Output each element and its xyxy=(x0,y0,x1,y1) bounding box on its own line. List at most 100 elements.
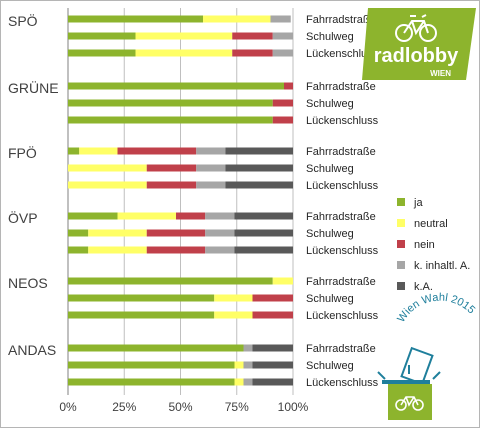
bar-segment xyxy=(79,147,118,155)
logo-background xyxy=(362,8,476,80)
bar-segment xyxy=(232,49,273,57)
bar-segment xyxy=(68,49,136,57)
party-label: FPÖ xyxy=(8,144,37,161)
row-label: Lückenschluss xyxy=(306,48,379,60)
logo-subtext: WIEN xyxy=(430,69,451,78)
row-label: Fahrradstraße xyxy=(306,343,376,355)
row-label: Fahrradstraße xyxy=(306,146,376,158)
bar-segment xyxy=(135,32,233,40)
row-label: Lückenschluss xyxy=(306,310,379,322)
bar-segment xyxy=(272,32,293,40)
bar-segment xyxy=(146,181,197,189)
legend-label: k.A. xyxy=(414,281,433,293)
row-label: Fahrradstraße xyxy=(306,14,376,26)
bar-segment xyxy=(234,212,293,220)
bar-segment xyxy=(68,294,215,302)
row-label: Schulweg xyxy=(306,31,354,43)
row-label: Lückenschluss xyxy=(306,245,379,257)
bar-segment xyxy=(272,99,293,107)
legend-swatch xyxy=(397,282,405,290)
bar-segment xyxy=(243,378,253,386)
bar-segment xyxy=(272,277,293,285)
bar-segment xyxy=(68,229,89,237)
row-label: Schulweg xyxy=(306,98,354,110)
radlobby-logo: radlobby WIEN xyxy=(362,8,476,80)
bar-segment xyxy=(284,82,293,90)
row-label: Lückenschluss xyxy=(306,180,379,192)
row-label: Schulweg xyxy=(306,228,354,240)
x-tick-label: 50% xyxy=(168,400,192,414)
bar-segment xyxy=(252,361,293,369)
bar-segment xyxy=(232,32,273,40)
bar-segment xyxy=(205,212,235,220)
row-label: Lückenschluss xyxy=(306,377,379,389)
bar-segment xyxy=(225,164,293,172)
party-label: NEOS xyxy=(8,275,48,291)
legend-label: neutral xyxy=(414,218,448,230)
legend-swatch xyxy=(397,261,405,269)
bar-segment xyxy=(135,49,233,57)
bar-segment xyxy=(68,164,147,172)
logo-text: radlobby xyxy=(374,45,459,67)
bar-segment xyxy=(68,361,235,369)
bar-segment xyxy=(243,361,253,369)
bar-segment xyxy=(68,277,273,285)
legend-swatch xyxy=(397,198,405,206)
bar-segment xyxy=(68,116,273,124)
bar-segment xyxy=(146,164,197,172)
bar-segment xyxy=(214,311,253,319)
row-label: Lückenschluss xyxy=(306,115,379,127)
party-label: SPÖ xyxy=(8,12,38,29)
bar-segment xyxy=(252,378,293,386)
row-label: Fahrradstraße xyxy=(306,211,376,223)
bar-segment xyxy=(68,246,89,254)
x-tick-label: 0% xyxy=(59,400,77,414)
grid-lines xyxy=(67,8,294,395)
legend-swatch xyxy=(397,240,405,248)
bar-segment xyxy=(234,246,293,254)
bar-segment xyxy=(243,344,253,352)
x-tick-label: 25% xyxy=(112,400,136,414)
row-label: Fahrradstraße xyxy=(306,81,376,93)
row-label: Schulweg xyxy=(306,360,354,372)
ballot-box-icon xyxy=(377,365,441,420)
legend-label: nein xyxy=(414,239,435,251)
bar-segment xyxy=(68,311,215,319)
legend-label: k. inhaltl. A. xyxy=(414,260,470,272)
bar-segment xyxy=(88,246,147,254)
row-label: Fahrradstraße xyxy=(306,276,376,288)
row-label: Schulweg xyxy=(306,293,354,305)
legend-swatch xyxy=(397,219,405,227)
bar-segment xyxy=(252,344,293,352)
bar-segment xyxy=(252,294,293,302)
bar-segment xyxy=(68,212,118,220)
party-label: ÖVP xyxy=(8,209,38,226)
bar-segment xyxy=(234,229,293,237)
bar-segment xyxy=(270,15,291,23)
bar-segment xyxy=(68,181,147,189)
bar-segment xyxy=(68,32,136,40)
bar-segment xyxy=(205,246,235,254)
bar-segment xyxy=(214,294,253,302)
row-label: Schulweg xyxy=(306,163,354,175)
bar-segment xyxy=(225,147,293,155)
bar-segment xyxy=(203,15,271,23)
bar-segment xyxy=(68,344,244,352)
legend-label: ja xyxy=(413,197,423,209)
bar-segment xyxy=(252,311,293,319)
bars xyxy=(68,15,293,386)
bar-segment xyxy=(234,361,244,369)
bar-segment xyxy=(146,229,206,237)
bicycle-icon xyxy=(395,14,437,42)
bar-segment xyxy=(205,229,235,237)
party-label: GRÜNE xyxy=(8,79,59,96)
bar-segment xyxy=(272,116,293,124)
bar-segment xyxy=(117,147,197,155)
bar-segment xyxy=(68,147,80,155)
legend: ja neutral nein k. inhaltl. A. k.A. xyxy=(397,197,470,293)
bar-segment xyxy=(234,378,244,386)
labels: 0% 25% 50% 75% 100% SPÖ Fahrradstraße Schulweg L… xyxy=(8,12,379,414)
bar-segment xyxy=(196,181,226,189)
bar-segment xyxy=(146,246,206,254)
